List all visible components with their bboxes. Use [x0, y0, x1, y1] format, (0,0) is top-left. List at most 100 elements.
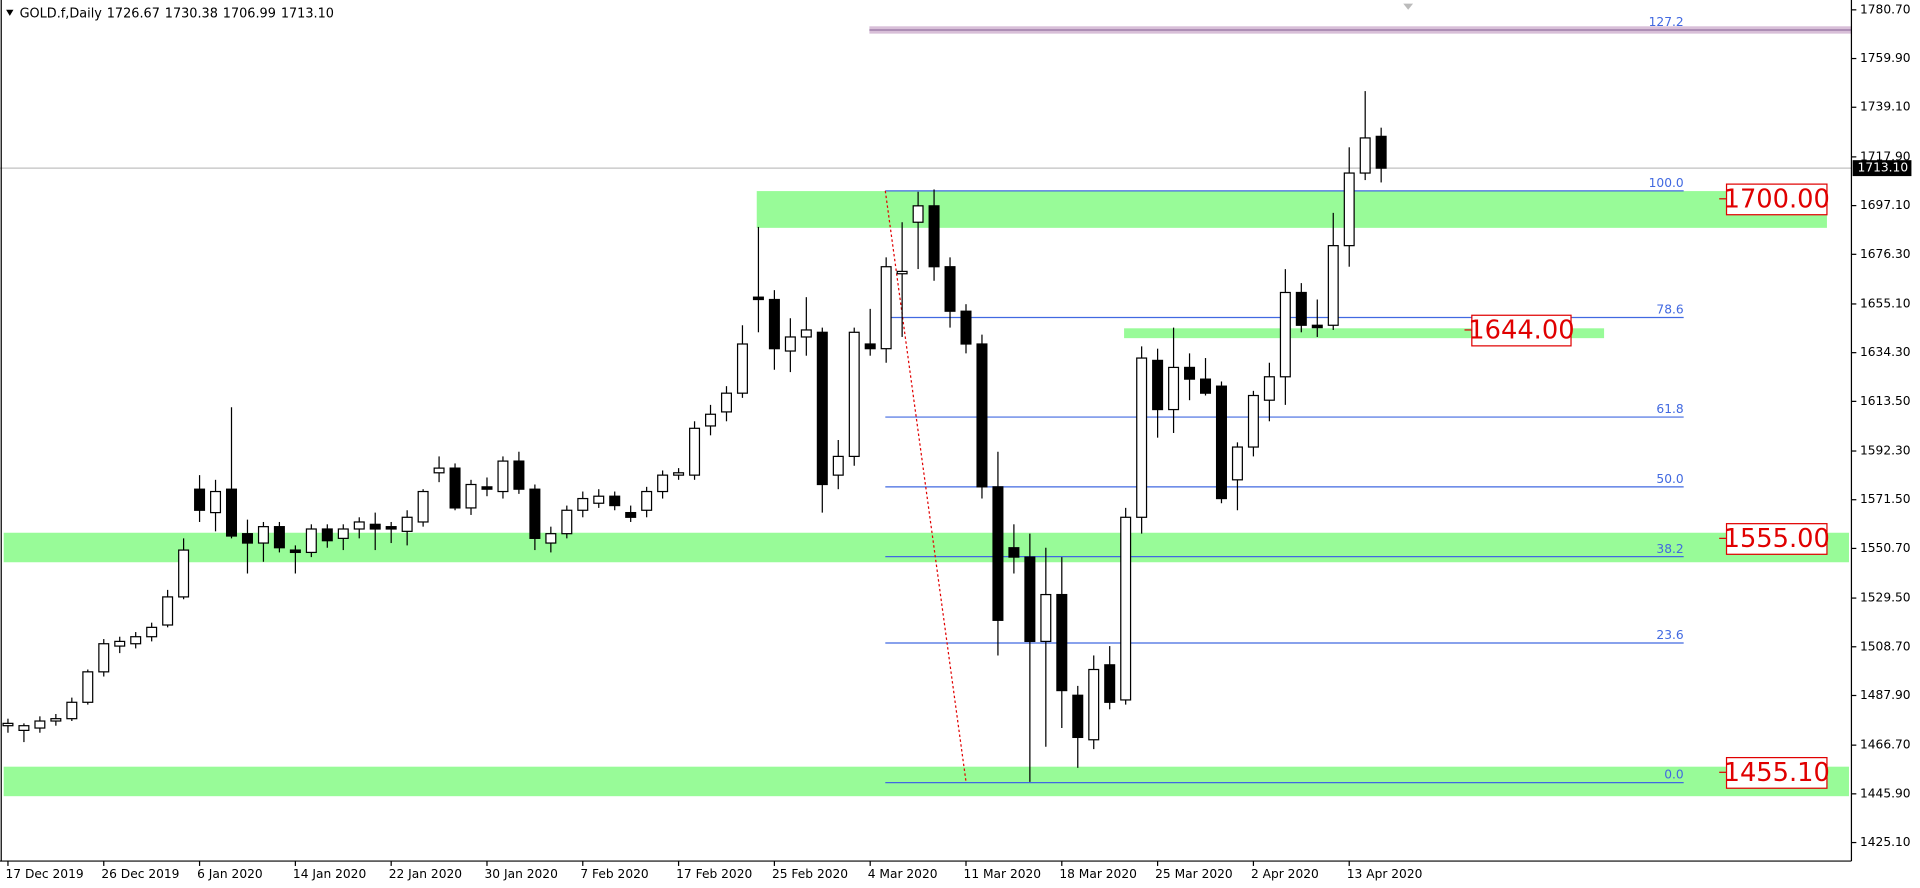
candle-body	[561, 509, 573, 535]
candle-body	[1231, 446, 1243, 481]
candle-body	[98, 643, 110, 673]
y-tick-label: 1445.90	[1860, 786, 1911, 800]
x-tick-label: 14 Jan 2020	[293, 867, 366, 881]
fib-label: 23.6	[1656, 628, 1683, 642]
candle-body	[257, 526, 269, 544]
candle-body	[673, 472, 685, 476]
candle-body	[513, 460, 525, 490]
x-tick-label: 4 Mar 2020	[868, 867, 938, 881]
candle-body	[1295, 291, 1307, 326]
candle-body	[433, 467, 445, 474]
candle-body	[609, 495, 621, 507]
candle-body	[241, 533, 253, 544]
candle-body	[625, 511, 637, 518]
candle-body	[864, 343, 876, 350]
candle-body	[225, 488, 238, 537]
chart-header: GOLD.f,Daily 1726.67 1730.38 1706.99 1713.10	[20, 6, 334, 21]
candle-body	[130, 636, 142, 645]
candle-body	[194, 488, 206, 511]
fib-label: 61.8	[1656, 402, 1683, 416]
candle-body	[641, 490, 653, 511]
candle-body	[1263, 376, 1275, 401]
fib-label: 127.2	[1649, 15, 1684, 29]
candle-body	[736, 343, 748, 394]
fib-label: 100.0	[1649, 176, 1684, 190]
candle-body	[896, 270, 908, 275]
candle-body	[1215, 385, 1227, 500]
candle-body	[912, 205, 924, 223]
y-tick-label: 1655.10	[1860, 296, 1911, 310]
y-tick-label: 1697.10	[1860, 198, 1911, 212]
candle-body	[1120, 516, 1132, 701]
fib-trend	[884, 190, 967, 783]
candle-body	[1184, 366, 1196, 380]
header-value: 1730.38	[165, 6, 218, 21]
y-tick-label: 1571.50	[1860, 492, 1911, 506]
candle-body	[50, 718, 62, 722]
candle-body	[1343, 172, 1355, 247]
x-tick-label: 18 Mar 2020	[1059, 867, 1137, 881]
x-tick-label: 25 Feb 2020	[772, 867, 848, 881]
level-label: 1555.00	[1724, 524, 1830, 554]
candle-body	[289, 549, 301, 554]
menu-arrow[interactable]	[6, 9, 14, 16]
candle-body	[481, 486, 493, 490]
x-tick-label: 11 Mar 2020	[964, 867, 1042, 881]
candle-body	[1247, 394, 1259, 448]
candle-body	[752, 296, 764, 301]
price-tag	[1852, 160, 1912, 177]
candle-body	[1008, 547, 1020, 558]
candle-body	[657, 474, 669, 493]
candle-body	[705, 413, 717, 427]
y-tick-label: 1592.30	[1860, 444, 1911, 458]
fib-label: 78.6	[1656, 303, 1683, 317]
y-tick-label: 1550.70	[1860, 541, 1911, 555]
level-label: 1455.10	[1724, 758, 1830, 788]
y-tick-label: 1717.90	[1860, 149, 1911, 163]
header-value: 1706.99	[223, 6, 276, 21]
y-tick-label: 1466.70	[1860, 738, 1911, 752]
level-box	[1725, 756, 1828, 789]
candle-body	[1088, 668, 1100, 741]
y-tick-label: 1676.30	[1860, 247, 1911, 261]
candle-body	[369, 523, 381, 530]
candle-body	[18, 725, 30, 731]
candle-body	[178, 549, 190, 598]
support-zone	[3, 766, 1849, 797]
y-tick-label: 1780.70	[1860, 2, 1911, 16]
candle-body	[82, 671, 94, 703]
candle-body	[1359, 137, 1371, 174]
support-zone	[1124, 328, 1605, 339]
candle-body	[114, 640, 126, 647]
candle-body	[1152, 359, 1164, 411]
candle-body	[497, 460, 509, 493]
x-tick-label: 6 Jan 2020	[197, 867, 263, 881]
candle-body	[1200, 378, 1212, 394]
y-tick-label: 1739.10	[1860, 100, 1911, 114]
candle-body	[321, 528, 333, 542]
x-tick-label: 25 Mar 2020	[1155, 867, 1233, 881]
candle-body	[944, 266, 956, 312]
candle-body	[800, 329, 812, 338]
candle-body	[1168, 366, 1180, 411]
level-box	[1725, 523, 1828, 555]
candle-body	[689, 427, 701, 476]
x-tick-label: 7 Feb 2020	[580, 867, 648, 881]
candle-body	[305, 528, 317, 554]
y-tick-label: 1508.70	[1860, 639, 1911, 653]
candle-body	[1072, 694, 1084, 739]
candle-body	[720, 392, 732, 413]
candle-body	[545, 533, 557, 544]
header-value: 1726.67	[107, 6, 160, 21]
candle-body	[928, 205, 940, 268]
candle-body	[816, 331, 828, 486]
level-box	[1471, 314, 1572, 347]
candle-body	[832, 455, 844, 476]
candle-body	[1311, 324, 1323, 329]
price-tag-label: 1713.10	[1858, 161, 1909, 175]
candle-body	[880, 266, 892, 350]
fib-label: 0.0	[1664, 768, 1683, 782]
candle-body	[337, 528, 349, 539]
